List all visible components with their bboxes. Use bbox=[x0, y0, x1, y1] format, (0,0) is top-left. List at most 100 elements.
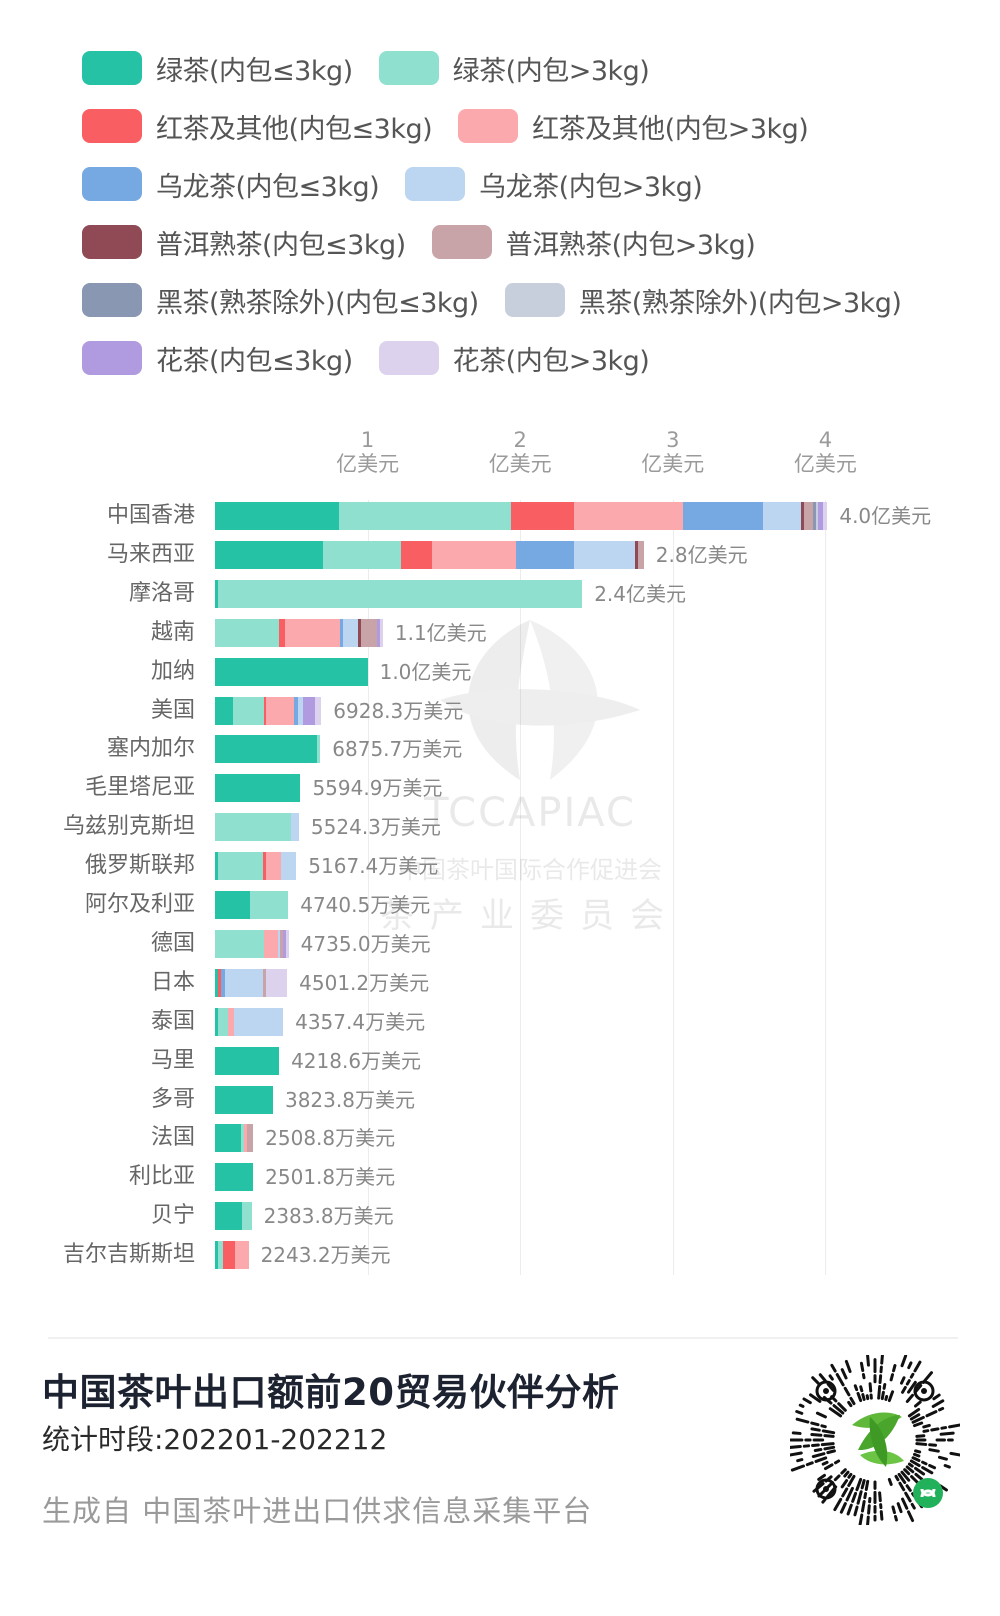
legend-item[interactable]: 花茶(内包>3kg) bbox=[378, 339, 650, 378]
bar-segment[interactable] bbox=[215, 579, 218, 608]
bar-segment[interactable] bbox=[358, 618, 362, 647]
bar-segment[interactable] bbox=[218, 1241, 223, 1270]
bar-segment[interactable] bbox=[280, 929, 284, 958]
bar-segment[interactable] bbox=[285, 618, 341, 647]
bar-segment[interactable] bbox=[215, 735, 318, 764]
legend-item[interactable]: 黑茶(熟茶除外)(内包≤3kg) bbox=[82, 281, 479, 320]
bar-segment[interactable] bbox=[283, 929, 286, 958]
bar-segment[interactable] bbox=[215, 1241, 219, 1270]
bar-segment[interactable] bbox=[250, 891, 289, 919]
bar-segment[interactable] bbox=[242, 1202, 252, 1231]
bar-segment[interactable] bbox=[323, 540, 402, 569]
stacked-bar[interactable] bbox=[215, 579, 583, 608]
bar-segment[interactable] bbox=[217, 579, 583, 608]
bar-segment[interactable] bbox=[220, 968, 226, 997]
stacked-bar[interactable] bbox=[215, 618, 383, 647]
bar-segment[interactable] bbox=[240, 1124, 244, 1153]
bar-segment[interactable] bbox=[215, 1124, 241, 1153]
stacked-bar[interactable] bbox=[215, 1202, 252, 1231]
stacked-bar[interactable] bbox=[215, 735, 321, 764]
legend-item[interactable]: 普洱熟茶(内包≤3kg) bbox=[82, 223, 406, 262]
bar-segment[interactable] bbox=[800, 502, 804, 530]
bar-segment[interactable] bbox=[215, 852, 218, 881]
bar-segment[interactable] bbox=[215, 1085, 273, 1114]
stacked-bar[interactable] bbox=[215, 813, 299, 842]
stacked-bar[interactable] bbox=[215, 852, 297, 881]
bar-segment[interactable] bbox=[815, 502, 819, 530]
bar-segment[interactable] bbox=[233, 696, 264, 725]
bar-segment[interactable] bbox=[215, 968, 218, 997]
bar-segment[interactable] bbox=[215, 502, 339, 530]
bar-segment[interactable] bbox=[515, 540, 574, 569]
legend-item[interactable]: 绿茶(内包>3kg) bbox=[378, 49, 650, 88]
stacked-bar[interactable] bbox=[215, 1046, 280, 1075]
bar-segment[interactable] bbox=[573, 502, 684, 530]
bar-segment[interactable] bbox=[215, 1007, 218, 1036]
stacked-bar[interactable] bbox=[215, 929, 289, 958]
bar-segment[interactable] bbox=[361, 618, 377, 647]
bar-segment[interactable] bbox=[379, 618, 383, 647]
bar-segment[interactable] bbox=[315, 696, 322, 725]
bar-segment[interactable] bbox=[281, 852, 297, 881]
bar-segment[interactable] bbox=[215, 696, 234, 725]
bar-segment[interactable] bbox=[317, 735, 321, 764]
stacked-bar[interactable] bbox=[215, 968, 288, 997]
bar-segment[interactable] bbox=[263, 929, 278, 958]
bar-segment[interactable] bbox=[511, 502, 574, 530]
stacked-bar[interactable] bbox=[215, 657, 368, 686]
bar-segment[interactable] bbox=[263, 696, 267, 725]
bar-segment[interactable] bbox=[277, 929, 281, 958]
stacked-bar[interactable] bbox=[215, 540, 644, 569]
legend-item[interactable]: 乌龙茶(内包>3kg) bbox=[405, 165, 703, 204]
bar-segment[interactable] bbox=[263, 968, 266, 997]
bar-segment[interactable] bbox=[215, 540, 324, 569]
bar-segment[interactable] bbox=[243, 1124, 248, 1153]
stacked-bar[interactable] bbox=[215, 1241, 249, 1270]
stacked-bar[interactable] bbox=[215, 1124, 254, 1153]
bar-segment[interactable] bbox=[343, 618, 359, 647]
bar-segment[interactable] bbox=[215, 929, 264, 958]
bar-segment[interactable] bbox=[266, 696, 294, 725]
bar-segment[interactable] bbox=[215, 813, 292, 842]
bar-segment[interactable] bbox=[285, 929, 289, 958]
bar-segment[interactable] bbox=[228, 1007, 235, 1036]
bar-segment[interactable] bbox=[215, 1163, 254, 1192]
bar-segment[interactable] bbox=[762, 502, 801, 530]
bar-segment[interactable] bbox=[813, 502, 816, 530]
bar-segment[interactable] bbox=[573, 540, 635, 569]
bar-segment[interactable] bbox=[217, 1007, 229, 1036]
legend-item[interactable]: 黑茶(熟茶除外)(内包>3kg) bbox=[504, 281, 902, 320]
bar-segment[interactable] bbox=[225, 968, 264, 997]
bar-segment[interactable] bbox=[222, 1241, 235, 1270]
bar-segment[interactable] bbox=[247, 1124, 254, 1153]
stacked-bar[interactable] bbox=[215, 502, 828, 530]
bar-segment[interactable] bbox=[634, 540, 638, 569]
stacked-bar[interactable] bbox=[215, 1007, 284, 1036]
bar-segment[interactable] bbox=[340, 618, 344, 647]
bar-segment[interactable] bbox=[822, 502, 828, 530]
bar-segment[interactable] bbox=[298, 696, 303, 725]
bar-segment[interactable] bbox=[234, 1007, 284, 1036]
bar-segment[interactable] bbox=[265, 968, 288, 997]
legend-item[interactable]: 花茶(内包≤3kg) bbox=[82, 339, 353, 378]
legend-item[interactable]: 普洱熟茶(内包>3kg) bbox=[431, 223, 756, 262]
legend-item[interactable]: 红茶及其他(内包≤3kg) bbox=[82, 107, 433, 146]
bar-segment[interactable] bbox=[637, 540, 644, 569]
bar-segment[interactable] bbox=[217, 852, 264, 881]
bar-segment[interactable] bbox=[215, 774, 301, 803]
stacked-bar[interactable] bbox=[215, 891, 289, 919]
bar-segment[interactable] bbox=[215, 1046, 280, 1075]
legend-item[interactable]: 乌龙茶(内包≤3kg) bbox=[82, 165, 380, 204]
stacked-bar[interactable] bbox=[215, 1085, 273, 1114]
bar-segment[interactable] bbox=[215, 891, 251, 919]
bar-segment[interactable] bbox=[265, 852, 282, 881]
bar-segment[interactable] bbox=[803, 502, 814, 530]
bar-segment[interactable] bbox=[279, 618, 286, 647]
bar-segment[interactable] bbox=[234, 1241, 249, 1270]
bar-segment[interactable] bbox=[217, 968, 221, 997]
bar-segment[interactable] bbox=[263, 852, 266, 881]
stacked-bar[interactable] bbox=[215, 1163, 254, 1192]
mini-program-qr-code[interactable] bbox=[786, 1351, 965, 1529]
bar-segment[interactable] bbox=[376, 618, 380, 647]
bar-segment[interactable] bbox=[401, 540, 432, 569]
